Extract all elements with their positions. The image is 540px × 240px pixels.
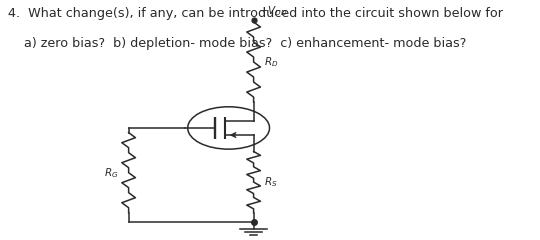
Text: a) zero bias?  b) depletion- mode bias?  c) enhancement- mode bias?: a) zero bias? b) depletion- mode bias? c… [8, 37, 467, 50]
Text: 4.  What change(s), if any, can be introduced into the circuit shown below for: 4. What change(s), if any, can be introd… [8, 7, 503, 20]
Text: $R_S$: $R_S$ [264, 175, 277, 189]
Text: $+V_{DD}$: $+V_{DD}$ [259, 5, 288, 18]
Text: $R_D$: $R_D$ [264, 55, 278, 69]
Text: $R_G$: $R_G$ [104, 166, 118, 180]
